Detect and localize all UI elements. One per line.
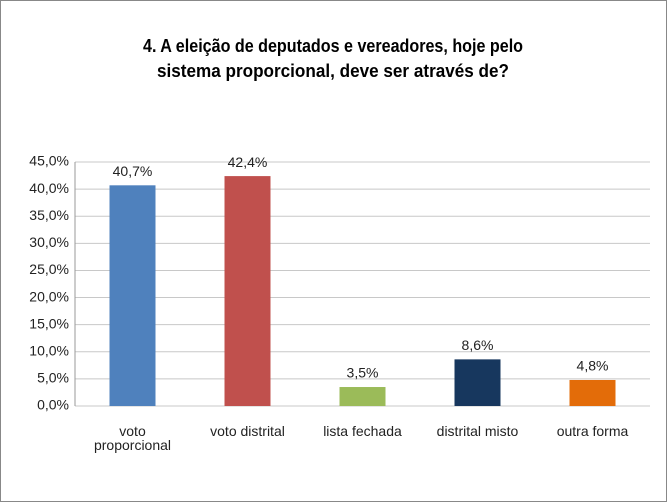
data-label: 8,6% (462, 337, 494, 353)
y-tick-label: 45,0% (29, 153, 69, 169)
bar (224, 176, 271, 406)
data-label: 4,8% (577, 358, 609, 374)
bar (109, 185, 156, 406)
bar (339, 387, 386, 406)
y-tick-label: 10,0% (29, 342, 69, 358)
x-tick-label: distrital misto (436, 423, 519, 439)
data-label: 3,5% (347, 365, 379, 381)
data-label: 40,7% (113, 163, 153, 179)
bar (569, 379, 616, 406)
x-tick-label: voto distrital (210, 423, 285, 439)
x-tick-label: voto proporcional (93, 423, 172, 453)
x-tick-label: outra forma (556, 423, 629, 439)
x-tick-label: lista fechada (323, 423, 402, 439)
y-tick-label: 0,0% (37, 397, 69, 413)
bar (454, 359, 501, 406)
chart-title: 4. A eleição de deputados e vereadores, … (143, 36, 523, 56)
y-tick-label: 15,0% (29, 315, 69, 331)
y-tick-label: 25,0% (29, 261, 69, 277)
chart-title: sistema proporcional, deve ser através d… (157, 61, 509, 81)
y-tick-label: 5,0% (37, 370, 69, 386)
y-tick-label: 20,0% (29, 288, 69, 304)
data-label: 42,4% (228, 154, 268, 170)
y-tick-label: 30,0% (29, 234, 69, 250)
y-tick-label: 35,0% (29, 207, 69, 223)
y-tick-label: 40,0% (29, 180, 69, 196)
